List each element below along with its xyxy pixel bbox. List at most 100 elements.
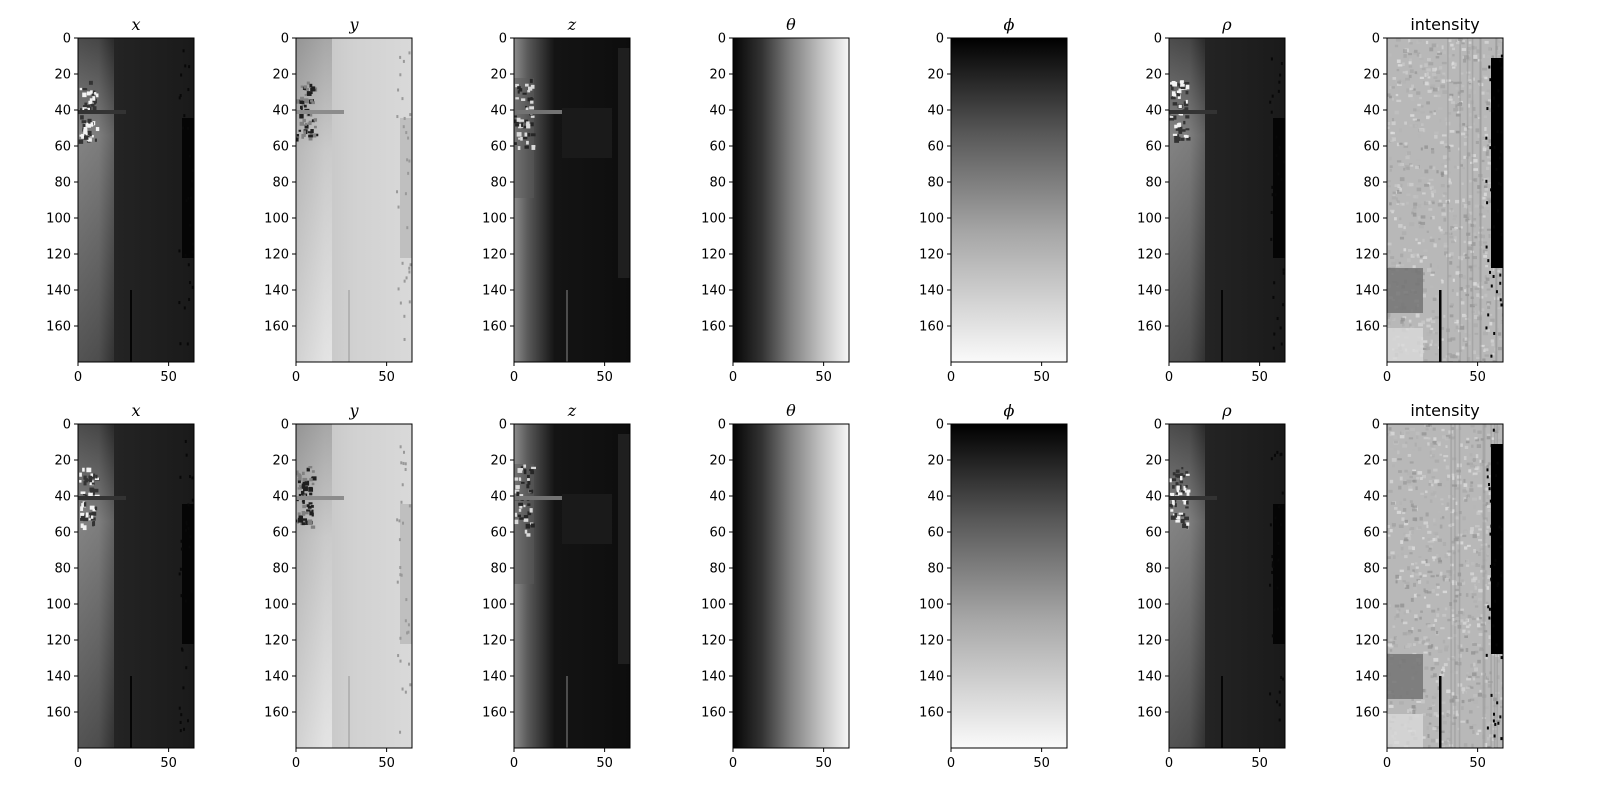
x-tick-label: 50 (815, 370, 832, 385)
panel-intensity-0: intensity0204060801001201401600 50 (1355, 15, 1508, 385)
panel-z-0: z0204060801001201401600 50 (482, 15, 630, 385)
y-tick-label: 60 (927, 526, 944, 541)
x-tick-label: 50 (596, 370, 613, 385)
y-tick-label: 40 (1363, 104, 1380, 119)
y-tick-label: 120 (264, 634, 289, 649)
panel-title: intensity (1410, 401, 1479, 420)
y-tick-label: 120 (46, 248, 71, 263)
y-tick-label: 0 (718, 418, 726, 433)
y-tick-label: 40 (709, 104, 726, 119)
y-tick-label: 0 (936, 32, 944, 47)
y-tick-label: 100 (264, 212, 289, 227)
y-tick-label: 120 (264, 248, 289, 263)
y-tick-label: 60 (709, 526, 726, 541)
panel-y-0: y0204060801001201401600 50 (264, 15, 412, 385)
panel-phi-0: ϕ0204060801001201401600 50 (919, 15, 1067, 385)
x-tick-label: 0 (1383, 370, 1391, 385)
x-tick-label: 50 (378, 756, 395, 771)
x-tick-label: 0 (729, 756, 737, 771)
y-tick-label: 80 (927, 562, 944, 577)
y-tick-label: 120 (701, 634, 726, 649)
y-tick-label: 80 (54, 562, 71, 577)
y-tick-label: 0 (1154, 32, 1162, 47)
y-tick-label: 80 (1363, 562, 1380, 577)
y-tick-label: 120 (1137, 634, 1162, 649)
x-tick-label: 50 (1033, 370, 1050, 385)
y-tick-label: 20 (490, 68, 507, 83)
x-tick-label: 50 (1251, 756, 1268, 771)
panels-layer: x 0 20 40 60 80 100 120 140 160 0 50 y 0 20 40 60 80 100 12… (46, 15, 1508, 771)
y-tick-label: 120 (1355, 634, 1380, 649)
y-tick-label: 120 (1355, 248, 1380, 263)
y-tick-label: 20 (272, 68, 289, 83)
y-tick-label: 20 (1145, 454, 1162, 469)
y-tick-label: 100 (701, 598, 726, 613)
y-tick-label: 160 (1137, 706, 1162, 721)
panel-x-1: x 0 20 40 60 80 100 120 140 160 0 50 (46, 401, 194, 771)
y-tick-label: 0 (1372, 32, 1380, 47)
panel-title: z (567, 15, 577, 34)
y-tick-label: 160 (701, 320, 726, 335)
x-tick-label: 50 (1469, 756, 1486, 771)
y-tick-label: 40 (1363, 490, 1380, 505)
y-tick-label: 40 (272, 490, 289, 505)
x-tick-label: 0 (510, 370, 518, 385)
heatmap-image (951, 38, 1067, 362)
y-tick-label: 140 (264, 670, 289, 685)
y-tick-label: 120 (482, 248, 507, 263)
heatmap-image (1387, 424, 1508, 751)
y-tick-label: 160 (482, 706, 507, 721)
x-tick-label: 50 (160, 370, 177, 385)
y-tick-label: 20 (490, 454, 507, 469)
y-tick-label: 140 (482, 670, 507, 685)
y-tick-label: 20 (54, 68, 71, 83)
heatmap-image (78, 424, 194, 748)
y-tick-label: 120 (701, 248, 726, 263)
panel-z-1: z 0 20 40 60 80 100 120 140 160 0 50 (482, 401, 630, 771)
panel-theta-0: θ0204060801001201401600 50 (701, 15, 849, 385)
x-tick-label: 50 (1033, 756, 1050, 771)
y-tick-label: 120 (46, 634, 71, 649)
panel-title: ϕ (1004, 15, 1015, 34)
y-tick-label: 80 (1363, 176, 1380, 191)
heatmap-image (733, 424, 849, 748)
panel-title: intensity (1410, 15, 1479, 34)
panel-title: z (567, 401, 577, 420)
x-tick-label: 50 (1251, 370, 1268, 385)
heatmap-image (733, 38, 849, 362)
y-tick-label: 60 (927, 140, 944, 155)
y-tick-label: 140 (1355, 284, 1380, 299)
x-tick-label: 50 (160, 756, 177, 771)
x-tick-label: 50 (378, 370, 395, 385)
panel-title: ρ (1221, 15, 1232, 34)
y-tick-label: 20 (1145, 68, 1162, 83)
y-tick-label: 140 (264, 284, 289, 299)
y-tick-label: 0 (281, 418, 289, 433)
heatmap-image (1169, 424, 1285, 748)
y-tick-label: 0 (936, 418, 944, 433)
y-tick-label: 120 (919, 248, 944, 263)
y-tick-label: 0 (1154, 418, 1162, 433)
y-tick-label: 20 (54, 454, 71, 469)
panel-title: θ (786, 15, 796, 34)
y-tick-label: 20 (927, 454, 944, 469)
y-tick-label: 160 (46, 706, 71, 721)
y-tick-label: 20 (709, 454, 726, 469)
y-tick-label: 80 (54, 176, 71, 191)
y-tick-label: 140 (919, 284, 944, 299)
y-tick-label: 140 (701, 284, 726, 299)
y-tick-label: 40 (709, 490, 726, 505)
y-tick-label: 60 (272, 526, 289, 541)
panel-theta-1: θ 0 20 40 60 80 100 120 140 160 0 50 (701, 401, 849, 771)
x-tick-label: 0 (292, 370, 300, 385)
heatmap-image (1169, 38, 1285, 362)
y-tick-label: 40 (927, 104, 944, 119)
x-tick-label: 0 (947, 756, 955, 771)
y-tick-label: 0 (63, 418, 71, 433)
y-tick-label: 140 (1137, 670, 1162, 685)
y-tick-label: 40 (1145, 490, 1162, 505)
panel-y-1: y0204060801001201401600 50 (264, 401, 412, 771)
x-tick-label: 0 (1165, 370, 1173, 385)
y-tick-label: 80 (1145, 562, 1162, 577)
